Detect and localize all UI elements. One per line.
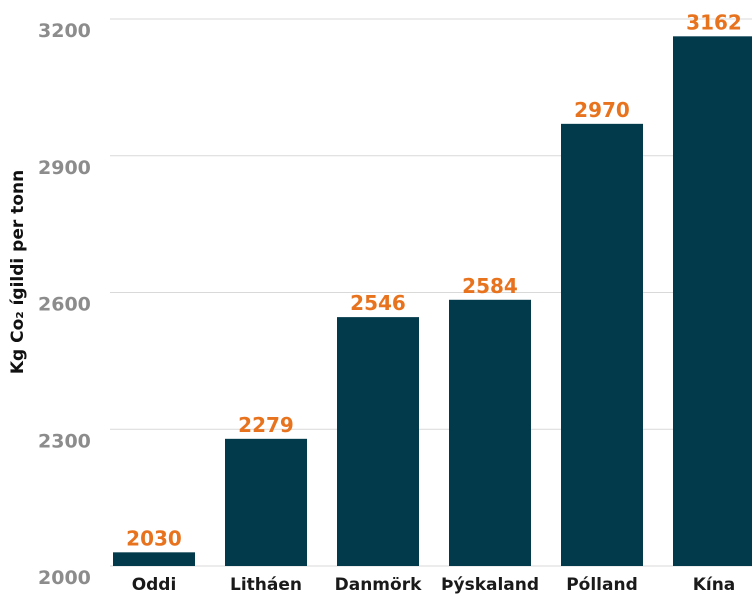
x-tick-label-6: Kína bbox=[693, 575, 736, 595]
data-label-4: 2584 bbox=[462, 274, 518, 298]
x-tick-label-5: Pólland bbox=[566, 575, 638, 595]
x-tick-label-1: Oddi bbox=[132, 575, 177, 595]
data-label-1: 2030 bbox=[126, 526, 182, 550]
y-tick-label-2600: 2600 bbox=[38, 294, 91, 316]
data-label-2: 2279 bbox=[238, 413, 294, 437]
bar-5 bbox=[561, 123, 643, 566]
x-tick-label-3: Danmörk bbox=[335, 575, 422, 595]
bar-2 bbox=[225, 438, 307, 566]
y-axis-label: Kg Co₂ ígildi per tonn bbox=[8, 170, 28, 374]
bar-6 bbox=[673, 36, 752, 567]
data-label-5: 2970 bbox=[574, 98, 630, 122]
y-tick-label-2300: 2300 bbox=[38, 430, 91, 452]
x-tick-label-2: Litháen bbox=[230, 575, 302, 595]
x-axis-ticks: Oddi Litháen Danmörk Þýskaland Pólland Kína bbox=[132, 575, 736, 595]
bar-4 bbox=[449, 299, 531, 566]
y-axis-ticks: 2000 2300 2600 2900 3200 bbox=[38, 20, 91, 589]
bar-1 bbox=[113, 552, 195, 566]
gridlines bbox=[110, 18, 752, 567]
data-labels: 2030 2279 2546 2584 2970 3162 bbox=[126, 10, 742, 550]
data-label-6: 3162 bbox=[686, 10, 742, 34]
x-tick-label-4: Þýskaland bbox=[441, 575, 539, 595]
bars bbox=[113, 36, 752, 567]
data-label-3: 2546 bbox=[350, 291, 406, 315]
bar-3 bbox=[337, 317, 419, 566]
y-tick-label-2900: 2900 bbox=[38, 157, 91, 179]
y-tick-label-3200: 3200 bbox=[38, 20, 91, 42]
y-tick-label-2000: 2000 bbox=[38, 567, 91, 589]
